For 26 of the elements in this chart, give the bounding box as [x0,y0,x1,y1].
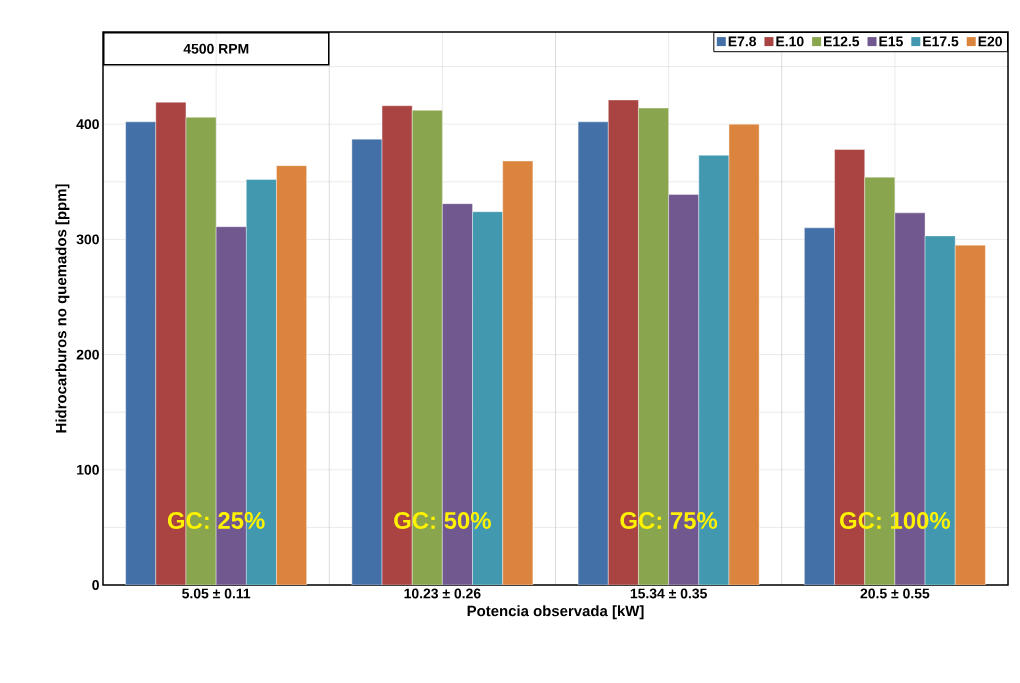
legend-label: E20 [978,36,1002,47]
bar [804,227,835,585]
x-tick-label: 5.05 ± 0.11 [182,588,251,599]
bar [577,121,609,585]
y-tick-label: 300 [76,234,99,245]
y-axis-title: Hidrocarburos no quemados [ppm] [55,184,70,433]
bar [351,139,383,585]
x-tick-label: 20.5 ± 0.55 [860,588,930,599]
bar [955,244,986,585]
x-axis-title: Potencia observada [kW] [467,605,644,620]
annotation: 4500 RPM [183,43,249,54]
legend-label: E17.5 [923,36,959,47]
x-tick-label: 10.23 ± 0.26 [404,588,481,599]
y-tick-label: 400 [76,119,99,130]
bar [502,161,533,585]
legend-label: E15 [879,36,903,47]
y-tick-label: 100 [77,464,99,475]
y-tick-label: 200 [76,349,99,360]
x-tick-label: 15.34 ± 0.35 [630,588,707,599]
bar [125,121,156,585]
bar [728,123,760,585]
bar [276,165,307,585]
y-tick-label: 0 [92,580,99,590]
legend-label: E7.8 [728,36,757,47]
legend-label: E.10 [776,36,804,47]
legend-label: E12.5 [824,36,860,47]
